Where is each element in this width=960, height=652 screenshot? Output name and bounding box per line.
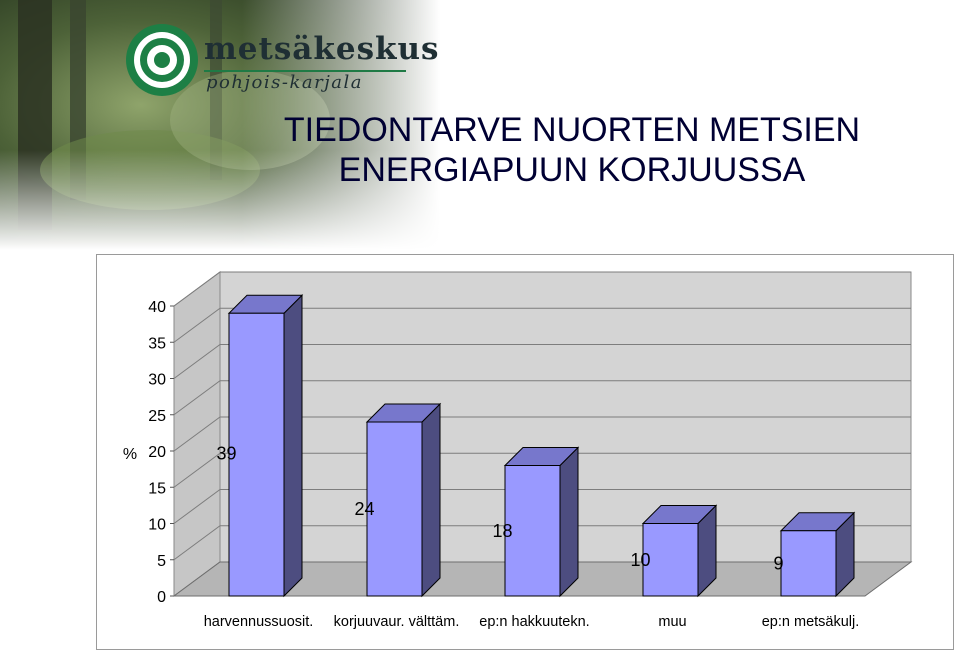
logo-wordmark: metsäkeskus bbox=[204, 31, 440, 67]
gridline-10 bbox=[173, 489, 911, 524]
gridline-15 bbox=[173, 452, 911, 488]
logo-divider bbox=[204, 70, 406, 72]
y-tick-label-25: 25 bbox=[148, 408, 166, 425]
bar-side-2 bbox=[421, 402, 441, 598]
y-tick-label-10: 10 bbox=[148, 517, 166, 534]
x-category-label-4: muu bbox=[658, 614, 686, 630]
bar-data-label-3: 18 bbox=[492, 521, 512, 541]
x-category-label-5: ep:n metsäkulj. bbox=[762, 614, 860, 630]
gridline-20 bbox=[173, 416, 911, 452]
page-title-line-1: TIEDONTARVE NUORTEN METSIEN bbox=[283, 111, 861, 149]
x-category-label-2: korjuuvaur. välttäm. bbox=[334, 614, 460, 630]
y-tick-label-0: 0 bbox=[157, 589, 166, 606]
gridline-40 bbox=[173, 271, 911, 307]
x-axis-category-labels: harvennussuosit. korjuuvaur. välttäm. ep:n… bbox=[204, 614, 860, 630]
bar-2 bbox=[366, 421, 423, 597]
bar-data-label-5: 9 bbox=[773, 553, 783, 573]
x-category-label-3: ep:n hakkuutekn. bbox=[479, 614, 589, 630]
bar-3 bbox=[504, 465, 561, 597]
bar-data-labels: 39 24 18 10 9 bbox=[216, 444, 783, 574]
bar-5 bbox=[780, 530, 837, 597]
bar-1 bbox=[228, 312, 285, 597]
x-category-label-1: harvennussuosit. bbox=[204, 614, 314, 630]
bar-data-label-2: 24 bbox=[354, 499, 374, 519]
chart-bars bbox=[227, 294, 856, 598]
forest-photo-banner bbox=[0, 0, 440, 250]
bar-data-label-1: 39 bbox=[216, 444, 236, 464]
bar-4 bbox=[642, 523, 699, 597]
target-rings-icon bbox=[126, 24, 198, 96]
bar-data-label-4: 10 bbox=[630, 550, 650, 570]
bar-side-1 bbox=[283, 294, 303, 598]
y-axis-tick-labels: 0 5 10 15 20 25 30 35 40 bbox=[148, 299, 166, 606]
bar-side-3 bbox=[559, 446, 579, 598]
y-tick-label-40: 40 bbox=[148, 299, 166, 316]
gridline-35 bbox=[173, 307, 911, 343]
page-title-line-2: ENERGIAPUUN KORJUUSSA bbox=[338, 151, 806, 189]
y-tick-label-15: 15 bbox=[148, 480, 166, 497]
y-tick-label-20: 20 bbox=[148, 444, 166, 461]
y-tick-label-5: 5 bbox=[157, 553, 166, 570]
y-tick-label-30: 30 bbox=[148, 372, 166, 389]
gridline-30 bbox=[173, 344, 911, 379]
logo-region-name: pohjois-karjala bbox=[206, 72, 363, 93]
page-title: TIEDONTARVE NUORTEN METSIEN ENERGIAPUUN … bbox=[272, 110, 872, 190]
gridline-25 bbox=[173, 380, 911, 416]
metsakeskus-logo: metsäkeskus pohjois-karjala bbox=[124, 20, 439, 100]
bar-chart: 0 5 10 15 20 25 30 35 40 % 39 24 18 10 9 harvennussu… bbox=[123, 271, 913, 630]
y-axis-label: % bbox=[123, 446, 137, 463]
y-tick-label-35: 35 bbox=[148, 335, 166, 352]
